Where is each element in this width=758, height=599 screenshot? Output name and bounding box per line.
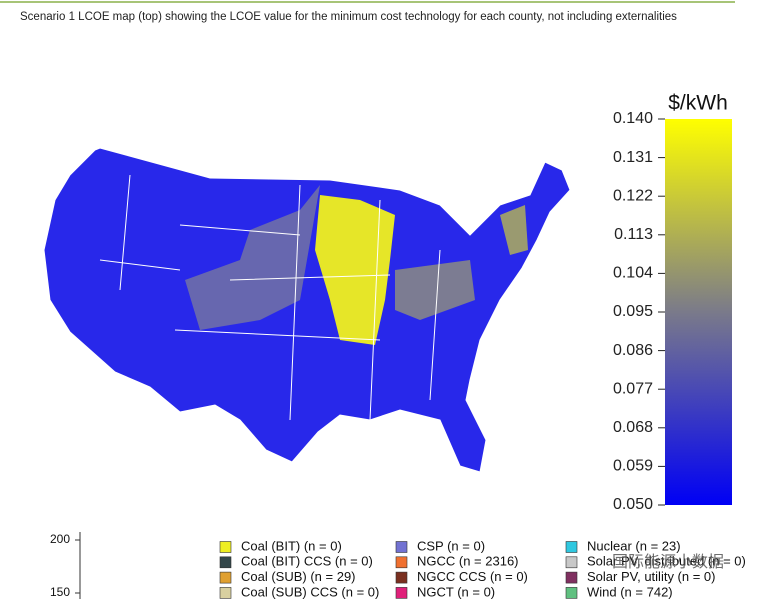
legend-swatch <box>219 556 232 569</box>
us-outline <box>43 147 571 473</box>
legend-label: Coal (BIT) CCS (n = 0) <box>241 554 373 569</box>
tick-label: 0.131 <box>613 149 653 166</box>
legend-swatch <box>565 556 578 569</box>
inset-tick-label: 150 <box>50 585 70 599</box>
tick-label: 0.095 <box>613 303 653 320</box>
tick-label: 0.068 <box>613 419 653 436</box>
tick-label: 0.122 <box>613 187 653 204</box>
tick-label: 0.140 <box>613 110 653 127</box>
tick-label: 0.113 <box>614 226 653 243</box>
inset-tick-label: 200 <box>50 532 70 546</box>
gray-region <box>395 260 475 320</box>
tick-label: 0.104 <box>613 265 653 282</box>
legend-swatch <box>395 587 408 599</box>
legend-swatch <box>219 587 232 599</box>
legend-swatch <box>219 541 232 553</box>
legend-label: NGCT (n = 0) <box>417 584 495 599</box>
legend-swatch <box>565 587 578 599</box>
legend-label: Coal (SUB) CCS (n = 0) <box>241 584 379 599</box>
colorbar-title: $/kWh <box>668 92 728 115</box>
legend-swatch <box>219 571 232 584</box>
tick-label: 0.059 <box>613 458 653 475</box>
us-map <box>43 147 571 473</box>
legend-label: Coal (SUB) (n = 29) <box>241 569 356 584</box>
legend-label: Solar PV, distributed (n = 0) <box>587 554 746 569</box>
legend-label: Nuclear (n = 23) <box>587 538 681 553</box>
legend-label: Solar PV, utility (n = 0) <box>587 569 716 584</box>
legend-label: NGCC CCS (n = 0) <box>417 569 528 584</box>
caption: Scenario 1 LCOE map (top) showing the LC… <box>20 11 677 23</box>
state-lines <box>99 174 441 421</box>
legend-label: Wind (n = 742) <box>587 584 673 599</box>
legend-swatch <box>395 541 408 553</box>
legend-label: NGCC (n = 2316) <box>417 554 519 569</box>
tick-label: 0.086 <box>613 342 653 359</box>
tick-label: 0.077 <box>613 380 653 397</box>
watermark: 国际能源小数据 <box>612 553 724 571</box>
gray-region <box>185 185 320 330</box>
legend-label: Coal (BIT) (n = 0) <box>241 538 342 553</box>
legend-swatch <box>395 556 408 569</box>
legend-swatch <box>565 571 578 584</box>
tick-label: 0.050 <box>613 496 653 513</box>
gray-region <box>500 205 528 255</box>
legend-label: CSP (n = 0) <box>417 538 485 553</box>
legend-swatch <box>395 571 408 584</box>
colorbar <box>665 119 732 505</box>
legend-swatch <box>565 541 578 553</box>
